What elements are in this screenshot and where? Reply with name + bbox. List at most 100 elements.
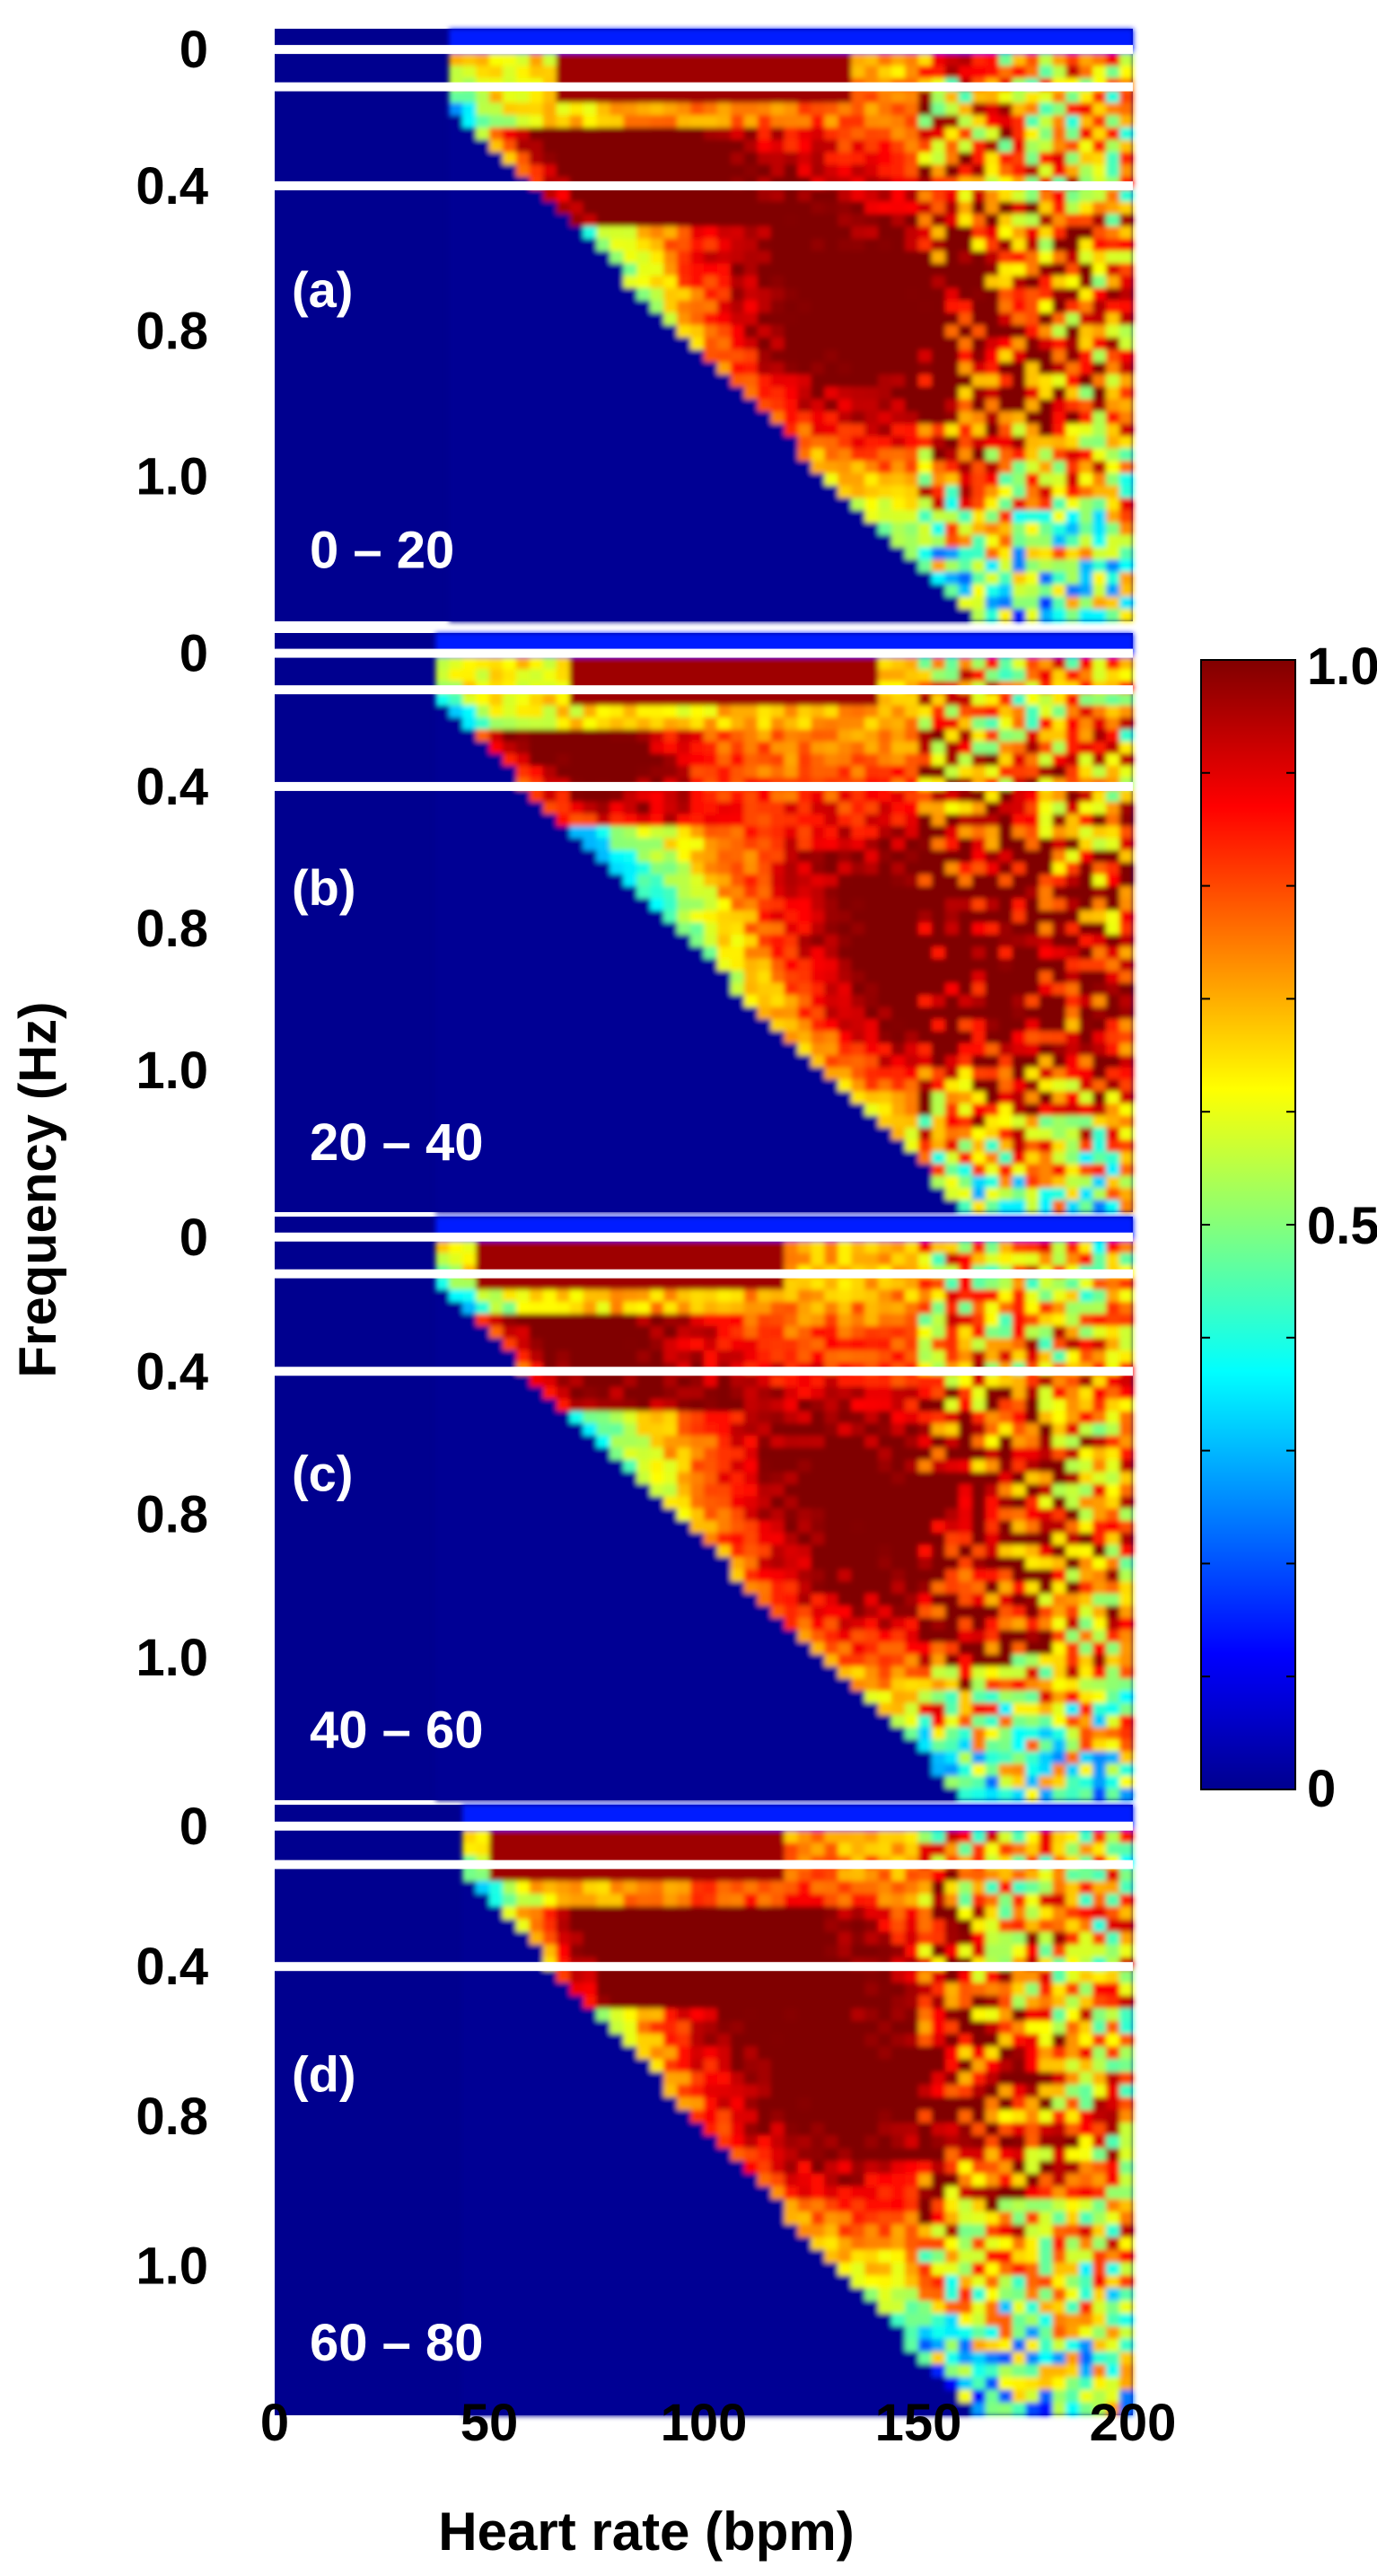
heatmap-cell — [489, 1139, 504, 1153]
heatmap-cell — [838, 164, 853, 178]
heatmap-cell — [1079, 753, 1093, 767]
heatmap-cell — [596, 238, 611, 252]
heatmap-cell — [918, 263, 933, 277]
heatmap-cell — [476, 164, 490, 178]
heatmap-cell — [838, 226, 853, 240]
heatmap-cell — [838, 789, 853, 803]
heatmap-cell — [998, 1042, 1013, 1057]
heatmap-cell — [971, 584, 987, 598]
heatmap-cell — [971, 29, 987, 42]
heatmap-cell — [971, 1151, 987, 1165]
heatmap-cell — [569, 276, 584, 289]
heatmap-cell — [891, 934, 906, 948]
heatmap-cell — [690, 510, 705, 523]
heatmap-cell — [569, 609, 584, 622]
heatmap-cell — [944, 741, 960, 755]
heatmap-cell — [583, 386, 598, 400]
heatmap-cell — [931, 127, 946, 141]
heatmap-cell — [1025, 1019, 1040, 1033]
heatmap-cell — [931, 584, 946, 598]
heatmap-cell — [757, 705, 772, 718]
heatmap-cell — [864, 886, 879, 900]
heatmap-cell — [1079, 139, 1093, 154]
heatmap-cell — [690, 152, 705, 166]
heatmap-cell — [985, 934, 1000, 948]
heatmap-cell — [663, 1164, 678, 1177]
heatmap-cell — [851, 115, 865, 128]
heatmap-cell — [838, 741, 853, 755]
heatmap-cell — [1119, 669, 1134, 682]
heatmap-cell — [797, 448, 812, 462]
heatmap-cell — [1119, 910, 1134, 924]
heatmap-cell — [636, 1042, 651, 1057]
heatmap-cell — [1012, 813, 1027, 827]
heatmap-cell — [623, 287, 638, 302]
heatmap-cell — [663, 547, 678, 561]
heatmap-cell — [1039, 510, 1054, 523]
heatmap-cell — [1012, 66, 1027, 79]
heatmap-cell — [650, 362, 664, 375]
heatmap-cell — [1025, 386, 1040, 400]
heatmap-cell — [677, 596, 691, 611]
heatmap-cell — [1079, 559, 1093, 573]
heatmap-cell — [905, 411, 919, 425]
heatmap-cell — [650, 849, 664, 864]
heatmap-cell — [944, 922, 960, 936]
heatmap-cell — [716, 276, 732, 289]
heatmap-cell — [958, 374, 973, 388]
heatmap-cell — [905, 1042, 919, 1057]
heatmap-cell — [770, 374, 785, 388]
heatmap-cell — [596, 53, 611, 67]
heatmap-cell — [596, 1175, 611, 1189]
heatmap-cell — [770, 669, 785, 682]
heatmap-cell — [716, 995, 732, 1008]
heatmap-cell — [1119, 374, 1134, 388]
heatmap-cell — [529, 982, 544, 996]
heatmap-cell — [636, 523, 651, 536]
heatmap-cell — [1052, 862, 1067, 875]
heatmap-cell — [1066, 473, 1080, 487]
heatmap-cell — [690, 1139, 705, 1153]
heatmap-cell — [784, 386, 799, 400]
heatmap-cell — [1079, 1188, 1093, 1201]
heatmap-cell — [743, 53, 759, 67]
heatmap-cell — [797, 802, 812, 815]
heatmap-cell — [971, 910, 987, 924]
heatmap-cell — [716, 90, 732, 104]
heatmap-cell — [743, 1031, 759, 1044]
heatmap-cell — [542, 226, 557, 240]
heatmap-cell — [878, 753, 892, 767]
heatmap-cell — [610, 325, 625, 338]
heatmap-cell — [1012, 596, 1027, 611]
heatmap-cell — [636, 753, 651, 767]
heatmap-cell — [462, 139, 477, 154]
heatmap-cell — [556, 411, 571, 425]
heatmap-cell — [489, 386, 504, 400]
heatmap-cell — [878, 934, 892, 948]
heatmap-cell — [824, 1079, 839, 1093]
heatmap-cell — [730, 633, 745, 646]
heatmap-cell — [958, 152, 973, 166]
heatmap-cell — [1066, 862, 1080, 875]
heatmap-cell — [610, 753, 625, 767]
heatmap-cell — [1012, 765, 1027, 778]
heatmap-cell — [569, 90, 584, 104]
heatmap-cell — [636, 189, 651, 203]
heatmap-cell — [1079, 693, 1093, 707]
heatmap-cell — [918, 717, 933, 731]
heatmap-cell — [1039, 838, 1054, 851]
heatmap-cell — [931, 753, 946, 767]
heatmap-cell — [838, 572, 853, 585]
heatmap-cell — [1092, 287, 1107, 302]
heatmap-cell — [1012, 226, 1027, 240]
heatmap-cell — [931, 534, 946, 549]
heatmap-cell — [757, 189, 772, 203]
heatmap-cell — [797, 862, 812, 875]
heatmap-cell — [730, 534, 745, 549]
heatmap-cell — [435, 1375, 450, 1388]
heatmap-cell — [583, 399, 598, 413]
heatmap-cell — [1106, 115, 1120, 128]
heatmap-cell — [944, 102, 960, 117]
panel-c: (c)40 – 60 — [275, 1217, 1134, 1801]
heatmap-cell — [542, 1079, 557, 1093]
